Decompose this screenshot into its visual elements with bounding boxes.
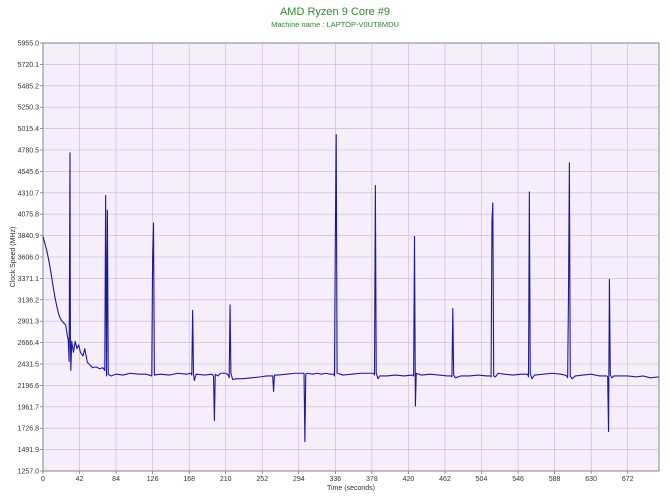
x-tick-label: 210 [220, 476, 232, 483]
x-tick-label: 504 [476, 476, 488, 483]
x-tick-label: 42 [76, 476, 84, 483]
y-tick-label: 1961.7 [18, 404, 40, 411]
x-tick-label: 546 [512, 476, 524, 483]
y-tick-label: 1491.9 [18, 447, 40, 454]
y-tick-label: 5955.0 [18, 41, 40, 48]
y-axis-label: Clock Speed (MHz) [10, 227, 17, 288]
y-tick-label: 5015.4 [18, 126, 40, 133]
x-tick-label: 462 [439, 476, 451, 483]
chart-subtitle: Machine name : LAPTOP-V0UT8MDU [271, 20, 399, 29]
y-tick-label: 3606.0 [18, 255, 40, 262]
x-tick-label: 294 [293, 476, 305, 483]
y-tick-label: 5250.3 [18, 105, 40, 112]
x-tick-label: 84 [112, 476, 120, 483]
y-tick-label: 4545.6 [18, 169, 40, 176]
y-tick-label: 5485.2 [18, 83, 40, 90]
y-axis-ticks: 1257.0 1491.9 1726.8 1961.7 2196.6 2431.5 2666… [18, 41, 43, 476]
y-tick-label: 3136.2 [18, 297, 40, 304]
x-tick-label: 420 [403, 476, 415, 483]
y-tick-label: 2196.6 [18, 383, 40, 390]
grid [43, 43, 659, 471]
x-tick-label: 336 [329, 476, 341, 483]
x-axis-label: Time (seconds) [327, 485, 375, 492]
x-tick-label: 126 [147, 476, 159, 483]
y-tick-label: 2666.4 [18, 340, 40, 347]
y-tick-label: 3371.1 [18, 276, 40, 283]
x-tick-label: 672 [622, 476, 634, 483]
y-tick-label: 5720.1 [18, 62, 40, 69]
y-tick-label: 3840.9 [18, 233, 40, 240]
x-tick-label: 588 [549, 476, 561, 483]
series-line-clock-speed [42, 134, 660, 443]
y-tick-label: 1726.8 [18, 426, 40, 433]
x-tick-label: 630 [585, 476, 597, 483]
chart-title: AMD Ryzen 9 Core #9 [280, 6, 390, 18]
y-tick-label: 2901.3 [18, 319, 40, 326]
y-tick-label: 4310.7 [18, 190, 40, 197]
y-tick-label: 4780.5 [18, 148, 40, 155]
y-tick-label: 4075.8 [18, 212, 40, 219]
x-tick-label: 168 [183, 476, 195, 483]
x-tick-label: 252 [256, 476, 268, 483]
x-axis-ticks: 0 42 84 126 168 210 252 294 336 378 420 462 504 546 58… [41, 471, 634, 483]
x-tick-label: 378 [366, 476, 378, 483]
y-tick-label: 1257.0 [18, 469, 40, 476]
x-tick-label: 0 [41, 476, 45, 483]
y-tick-label: 2431.5 [18, 362, 40, 369]
